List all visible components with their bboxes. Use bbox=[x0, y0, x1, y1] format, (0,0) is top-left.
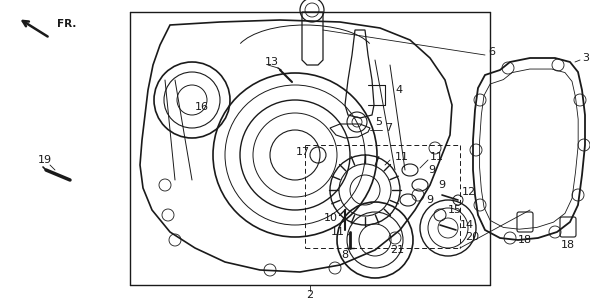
Text: 20: 20 bbox=[465, 232, 479, 242]
Text: 18: 18 bbox=[518, 235, 532, 245]
Text: 7: 7 bbox=[385, 123, 392, 133]
Text: 16: 16 bbox=[195, 102, 209, 112]
Text: 14: 14 bbox=[460, 220, 474, 230]
Text: FR.: FR. bbox=[57, 19, 76, 29]
Text: 2: 2 bbox=[306, 290, 313, 300]
Text: 6: 6 bbox=[488, 47, 495, 57]
Text: 9: 9 bbox=[438, 180, 445, 190]
Text: 13: 13 bbox=[265, 57, 279, 67]
Text: 18: 18 bbox=[561, 240, 575, 250]
Text: 4: 4 bbox=[395, 85, 402, 95]
Text: 19: 19 bbox=[38, 155, 52, 165]
Text: 12: 12 bbox=[462, 187, 476, 197]
Text: 9: 9 bbox=[426, 195, 433, 205]
Text: 21: 21 bbox=[390, 245, 404, 255]
Text: 10: 10 bbox=[324, 213, 338, 223]
Text: 8: 8 bbox=[342, 250, 349, 260]
Text: 9: 9 bbox=[428, 165, 435, 175]
Text: 11: 11 bbox=[331, 227, 345, 237]
Text: 5: 5 bbox=[375, 117, 382, 127]
Text: 17: 17 bbox=[296, 147, 310, 157]
Text: 3: 3 bbox=[582, 53, 589, 63]
Text: 11: 11 bbox=[395, 152, 409, 162]
Text: 15: 15 bbox=[448, 205, 462, 215]
Text: 11: 11 bbox=[430, 152, 444, 162]
